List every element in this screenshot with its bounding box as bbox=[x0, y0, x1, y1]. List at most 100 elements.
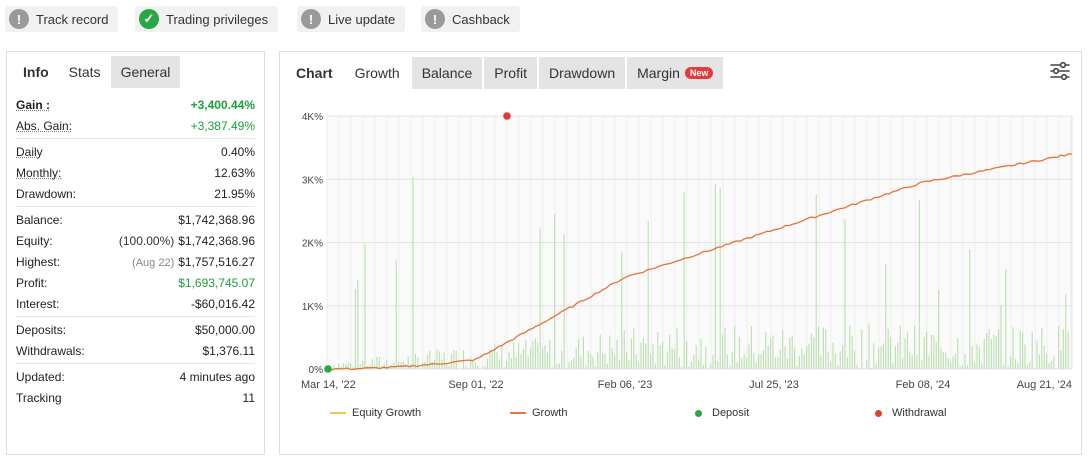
highest-value: $1,757,516.27 bbox=[178, 254, 255, 269]
tracking-value: 11 bbox=[242, 390, 255, 405]
chart-legend: Equity Growth Growth Deposit Withdrawal bbox=[330, 407, 1030, 423]
stats-panel: Info Stats General Gain : +3,400.44% Abs… bbox=[6, 51, 265, 455]
equity-value: $1,742,368.96 bbox=[178, 233, 255, 248]
x-tick-label: Feb 06, '23 bbox=[598, 379, 653, 391]
withdrawals-label: Withdrawals: bbox=[16, 343, 85, 358]
balance-value: $1,742,368.96 bbox=[178, 212, 255, 227]
stats-tabs: Info Stats General bbox=[13, 56, 264, 92]
y-tick-label: 3K% bbox=[302, 175, 323, 186]
check-icon: ✓ bbox=[139, 9, 159, 29]
tab-profit[interactable]: Profit bbox=[484, 57, 537, 89]
exclamation-icon: ! bbox=[425, 9, 445, 29]
deposit-marker bbox=[324, 365, 332, 373]
badge-trading-privileges[interactable]: ✓ Trading privileges bbox=[135, 6, 279, 32]
x-tick-label: Sep 01, '22 bbox=[448, 379, 503, 391]
legend-withdrawal[interactable]: Withdrawal bbox=[875, 407, 946, 419]
monthly-label[interactable]: Monthly: bbox=[16, 165, 62, 180]
row-equity: Equity: (100.00%) $1,742,368.96 bbox=[16, 230, 255, 251]
badge-live-update[interactable]: ! Live update bbox=[297, 6, 406, 32]
abs-gain-value: +3,387.49% bbox=[190, 118, 255, 133]
legend-line-icon bbox=[510, 412, 526, 414]
badge-cashback[interactable]: ! Cashback bbox=[421, 6, 520, 32]
y-tick-label: 1K% bbox=[302, 302, 323, 313]
badge-label: Track record bbox=[36, 11, 109, 27]
tab-margin-label: Margin bbox=[637, 65, 680, 81]
tracking-label: Tracking bbox=[16, 390, 62, 405]
gain-group: Gain : +3,400.44% Abs. Gain: +3,387.49% bbox=[16, 92, 255, 138]
highest-note: (Aug 22) bbox=[132, 256, 175, 269]
row-deposits: Deposits: $50,000.00 bbox=[16, 319, 255, 340]
tab-growth[interactable]: Growth bbox=[354, 65, 400, 81]
tab-chart[interactable]: Chart bbox=[296, 65, 333, 81]
settings-sliders-icon[interactable] bbox=[1049, 60, 1071, 82]
profit-label: Profit: bbox=[16, 275, 48, 290]
legend-label: Equity Growth bbox=[352, 407, 422, 419]
tab-margin[interactable]: Margin New bbox=[627, 57, 724, 89]
highest-label: Highest: bbox=[16, 254, 61, 269]
y-tick-label: 0% bbox=[309, 365, 324, 376]
rate-group: Daily 0.40% Monthly: 12.63% Drawdown: 21… bbox=[16, 138, 255, 206]
daily-value: 0.40% bbox=[220, 144, 255, 159]
abs-gain-label[interactable]: Abs. Gain: bbox=[16, 118, 73, 133]
interest-value: -$60,016.42 bbox=[190, 296, 255, 311]
tab-balance[interactable]: Balance bbox=[411, 57, 483, 89]
updated-value: 4 minutes ago bbox=[179, 369, 255, 384]
balance-group: Balance: $1,742,368.96 Equity: (100.00%)… bbox=[16, 206, 255, 316]
legend-deposit[interactable]: Deposit bbox=[695, 407, 749, 419]
row-monthly: Monthly: 12.63% bbox=[16, 162, 255, 183]
tab-drawdown[interactable]: Drawdown bbox=[538, 57, 626, 89]
row-balance: Balance: $1,742,368.96 bbox=[16, 209, 255, 230]
legend-line-icon bbox=[330, 412, 346, 414]
profit-value: $1,693,745.07 bbox=[178, 275, 255, 290]
badge-label: Live update bbox=[328, 11, 396, 27]
balance-label: Balance: bbox=[16, 212, 63, 227]
badge-label: Cashback bbox=[452, 11, 510, 27]
legend-dot-icon bbox=[695, 409, 702, 417]
tab-general[interactable]: General bbox=[110, 56, 181, 88]
badge-track-record[interactable]: ! Track record bbox=[5, 6, 119, 32]
row-highest: Highest: (Aug 22) $1,757,516.27 bbox=[16, 251, 255, 272]
withdrawals-value: $1,376.11 bbox=[202, 343, 256, 358]
legend-dot-icon bbox=[875, 409, 882, 417]
update-group: Updated: 4 minutes ago Tracking 11 bbox=[16, 363, 255, 410]
badge-label: Trading privileges bbox=[166, 11, 269, 27]
drawdown-value: 21.95% bbox=[214, 186, 255, 201]
gain-label[interactable]: Gain : bbox=[16, 97, 51, 112]
x-tick-label: Feb 08, '24 bbox=[896, 379, 951, 391]
monthly-value: 12.63% bbox=[214, 165, 255, 180]
equity-note: (100.00%) bbox=[118, 233, 175, 248]
growth-chart: 4K% 3K% 2K% 1K% 0% Mar 14, '22 Sep 01, '22 Feb … bbox=[301, 112, 1073, 391]
updated-label: Updated: bbox=[16, 369, 65, 384]
y-tick-label: 4K% bbox=[302, 112, 323, 123]
row-abs-gain: Abs. Gain: +3,387.49% bbox=[16, 115, 255, 136]
row-updated: Updated: 4 minutes ago bbox=[16, 366, 255, 387]
x-tick-label: Jul 25, '23 bbox=[749, 379, 799, 391]
new-badge: New bbox=[684, 67, 714, 79]
deposits-value: $50,000.00 bbox=[194, 322, 255, 337]
legend-equity-growth[interactable]: Equity Growth bbox=[330, 407, 421, 419]
withdrawal-marker bbox=[503, 112, 511, 120]
legend-growth[interactable]: Growth bbox=[510, 407, 567, 419]
chart-panel: 4K% 3K% 2K% 1K% 0% Mar 14, '22 Sep 01, '22 Feb … bbox=[279, 51, 1082, 455]
gain-value: +3,400.44% bbox=[190, 97, 255, 112]
series-line-growth bbox=[327, 153, 1073, 371]
equity-value-wrap: (100.00%) $1,742,368.96 bbox=[119, 234, 255, 248]
row-interest: Interest: -$60,016.42 bbox=[16, 293, 255, 314]
tab-stats[interactable]: Stats bbox=[68, 64, 101, 80]
daily-label[interactable]: Daily bbox=[16, 144, 43, 159]
legend-label: Withdrawal bbox=[892, 407, 947, 419]
exclamation-icon: ! bbox=[9, 9, 29, 29]
deposit-group: Deposits: $50,000.00 Withdrawals: $1,376… bbox=[16, 316, 255, 363]
tab-info[interactable]: Info bbox=[23, 64, 49, 80]
x-tick-label: Aug 21, '24 bbox=[1017, 379, 1072, 391]
row-tracking: Tracking 11 bbox=[16, 387, 255, 408]
chart-tabs: Chart Growth Balance Profit Drawdown Mar… bbox=[286, 57, 725, 89]
x-tick-label: Mar 14, '22 bbox=[301, 379, 356, 391]
exclamation-icon: ! bbox=[301, 9, 321, 29]
row-gain: Gain : +3,400.44% bbox=[16, 94, 255, 115]
deposits-label: Deposits: bbox=[16, 322, 67, 337]
highest-value-wrap: (Aug 22) $1,757,516.27 bbox=[132, 255, 255, 269]
row-drawdown: Drawdown: 21.95% bbox=[16, 183, 255, 204]
drawdown-label: Drawdown: bbox=[16, 186, 77, 201]
legend-label: Growth bbox=[532, 407, 568, 419]
